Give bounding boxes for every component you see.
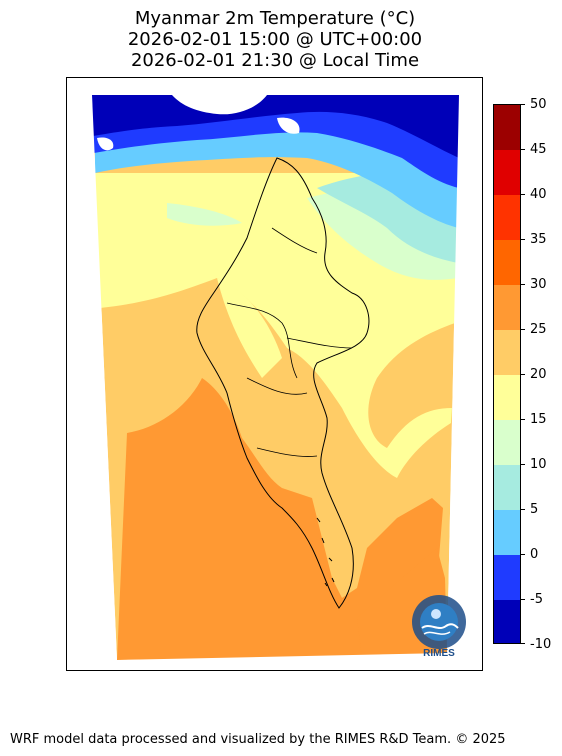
colorbar-tick: [521, 464, 525, 465]
region-border-2: [246, 377, 308, 395]
map-title: Myanmar 2m Temperature (°C) 2026-02-01 1…: [0, 8, 550, 71]
temperature-map: [67, 78, 482, 670]
colorbar-segment-0-5: [494, 510, 520, 555]
colorbar-tick: [521, 149, 525, 150]
title-line-2: 2026-02-01 15:00 @ UTC+00:00: [127, 29, 423, 50]
colorbar-segment-30-35: [494, 240, 520, 285]
colorbar-segment-minus10-minus5: [494, 600, 520, 643]
colorbar-label: 20: [530, 367, 547, 382]
zone-hot: [117, 378, 443, 660]
rimes-globe-logo-icon: [412, 595, 466, 649]
zone-deep-cold: [92, 95, 459, 158]
colorbar-tick: [521, 509, 525, 510]
title-line-1: Myanmar 2m Temperature (°C): [134, 8, 416, 29]
colorbar: [493, 104, 521, 644]
coast-islands: [316, 517, 335, 587]
map-panel: [66, 77, 483, 671]
myanmar-border: [196, 157, 370, 609]
zone-white-3: [277, 117, 300, 134]
colorbar-tick: [521, 643, 525, 644]
outside-mask: [67, 78, 482, 670]
colorbar-tick: [521, 599, 525, 600]
colorbar-tick: [521, 239, 525, 240]
colorbar-tick: [521, 374, 525, 375]
logo-text: RIMES: [423, 648, 455, 659]
zone-white-2: [97, 137, 114, 151]
colorbar-segment-35-40: [494, 195, 520, 240]
colorbar-label: 40: [530, 187, 547, 202]
colorbar-label: 45: [530, 142, 547, 157]
colorbar-segment-minus5-0: [494, 555, 520, 600]
colorbar-segment-25-30: [494, 285, 520, 330]
region-border-1: [226, 302, 298, 379]
colorbar-segment-15-20: [494, 375, 520, 420]
colorbar-segment-20-25: [494, 330, 520, 375]
colorbar-segment-5-10: [494, 465, 520, 510]
colorbar-label: -10: [530, 637, 552, 652]
colorbar-label: 0: [530, 547, 539, 562]
colorbar-label: -5: [530, 592, 543, 607]
zone-white-1: [172, 95, 267, 115]
colorbar-label: 10: [530, 457, 547, 472]
colorbar-tick: [521, 104, 525, 105]
zone-pale-west: [217, 278, 282, 378]
colorbar-label: 15: [530, 412, 547, 427]
colorbar-label: 35: [530, 232, 547, 247]
colorbar-segment-10-15: [494, 420, 520, 465]
region-border-4: [256, 447, 318, 457]
rimes-logo: RIMES: [406, 592, 472, 660]
title-line-3: 2026-02-01 21:30 @ Local Time: [130, 50, 420, 71]
colorbar-tick: [521, 419, 525, 420]
colorbar-label: 50: [530, 97, 547, 112]
colorbar-tick: [521, 284, 525, 285]
zone-cool: [95, 123, 459, 228]
zone-light-2: [167, 203, 242, 226]
colorbar-label: 25: [530, 322, 547, 337]
colorbar-tick: [521, 554, 525, 555]
region-border-3: [286, 337, 353, 349]
colorbar-tick: [521, 194, 525, 195]
colorbar-label: 30: [530, 277, 547, 292]
colorbar-label: 5: [530, 502, 539, 517]
region-border-5: [271, 227, 318, 254]
colorbar-segment-40-45: [494, 150, 520, 195]
footer-credit: WRF model data processed and visualized …: [10, 732, 506, 747]
colorbar-segment-45-50: [494, 105, 520, 150]
colorbar-tick: [521, 329, 525, 330]
